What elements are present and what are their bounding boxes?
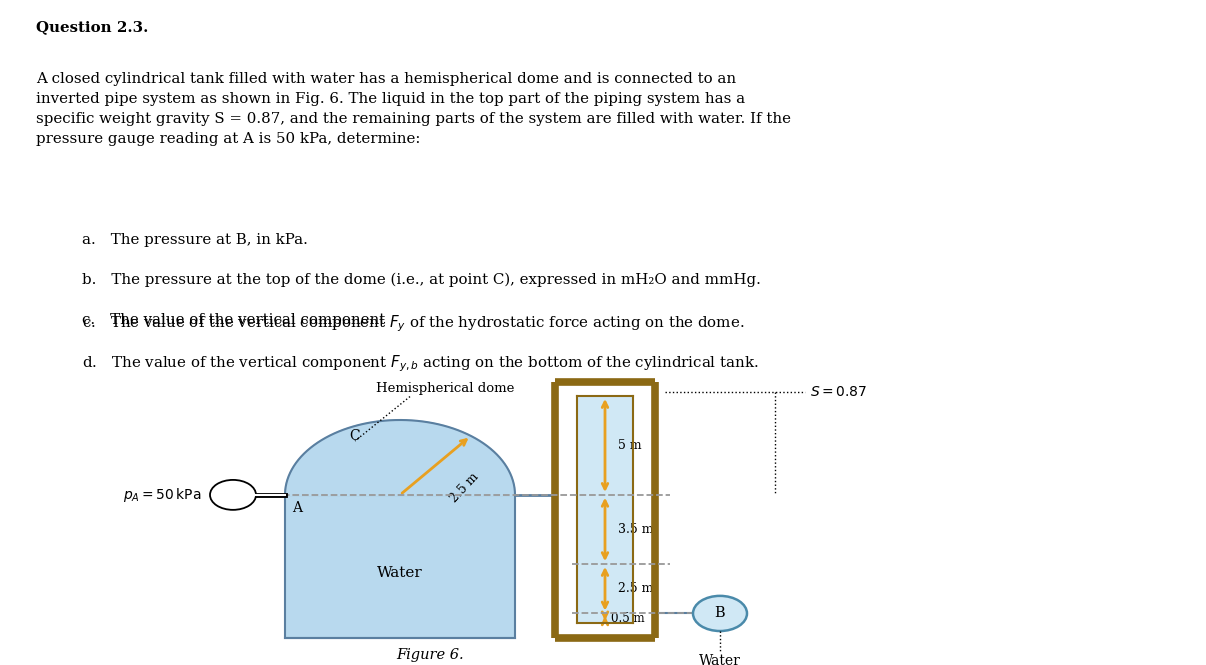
Polygon shape (285, 420, 515, 495)
Text: a. The pressure at B, in kPa.: a. The pressure at B, in kPa. (82, 233, 309, 247)
Text: Hemispherical dome: Hemispherical dome (376, 382, 514, 395)
Text: Figure 6.: Figure 6. (397, 648, 464, 662)
Bar (285, 495, 515, 638)
Text: $S = 0.87$: $S = 0.87$ (810, 385, 867, 399)
Text: b. The pressure at the top of the dome (i.e., at point C), expressed in mH₂O and: b. The pressure at the top of the dome (… (82, 273, 761, 287)
Text: 2.5 m: 2.5 m (617, 583, 654, 595)
Text: 2.5 m: 2.5 m (447, 471, 481, 505)
Text: 0.5 m: 0.5 m (611, 612, 645, 625)
Text: $p_A = 50\,\mathrm{kPa}$: $p_A = 50\,\mathrm{kPa}$ (123, 486, 201, 504)
Text: A: A (292, 501, 302, 515)
Text: A closed cylindrical tank filled with water has a hemispherical dome and is conn: A closed cylindrical tank filled with wa… (36, 72, 791, 146)
Circle shape (210, 480, 256, 510)
Text: B: B (715, 606, 725, 620)
Text: c. The value of the vertical component $F_y$ of the hydrostatic force acting on : c. The value of the vertical component $… (82, 313, 745, 334)
Text: Water: Water (699, 654, 740, 665)
Circle shape (693, 596, 747, 631)
Text: c. The value of the vertical component: c. The value of the vertical component (82, 313, 391, 327)
Bar (576, 396, 633, 623)
Text: 5 m: 5 m (617, 439, 642, 452)
Text: d. The value of the vertical component $F_{y,b}$ acting on the bottom of the cyl: d. The value of the vertical component $… (82, 354, 759, 374)
Text: Question 2.3.: Question 2.3. (36, 21, 148, 35)
Text: C: C (350, 430, 361, 444)
Text: 3.5 m: 3.5 m (617, 523, 654, 536)
Text: Water: Water (377, 566, 423, 580)
